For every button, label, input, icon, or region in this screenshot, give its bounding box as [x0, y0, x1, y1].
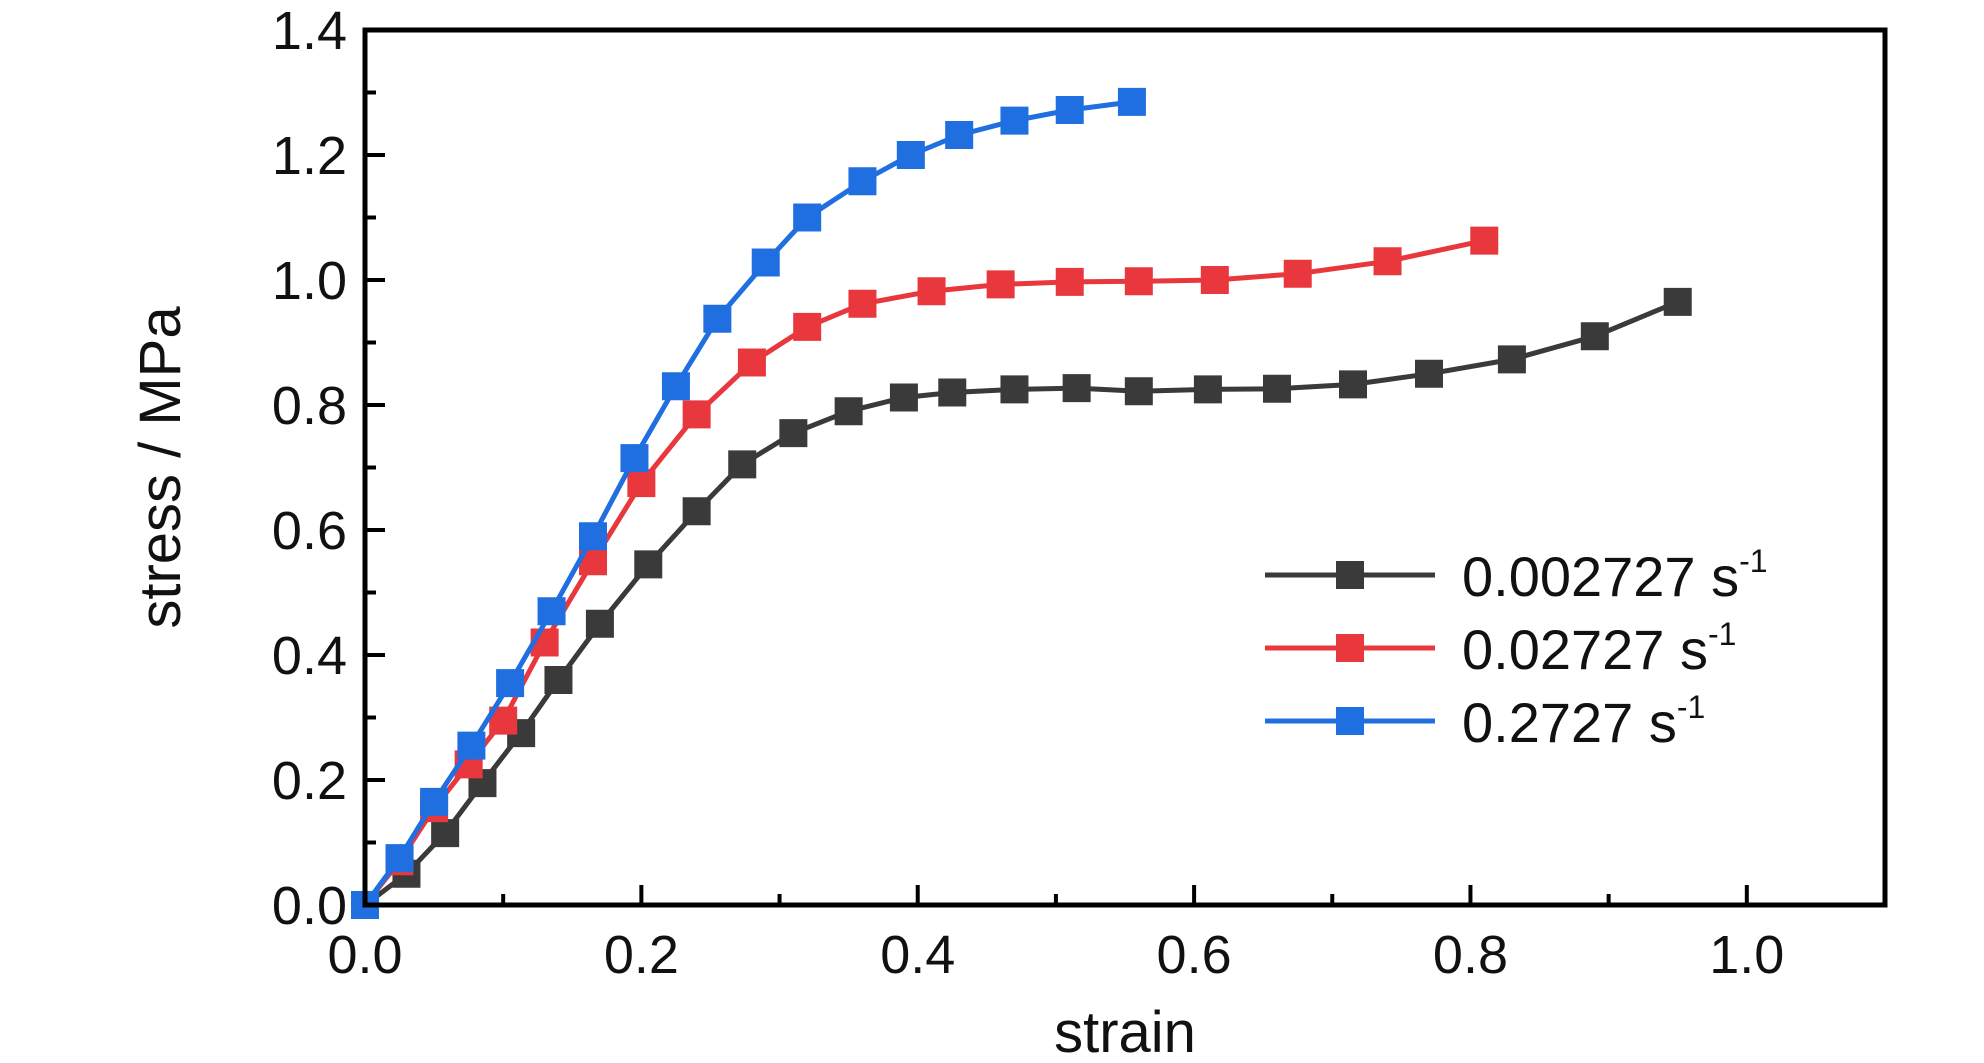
legend: 0.002727 s-10.02727 s-10.2727 s-1 — [1265, 543, 1768, 754]
data-point-marker — [834, 397, 863, 426]
y-tick-label: 1.2 — [272, 126, 347, 186]
data-point-marker — [1124, 377, 1153, 406]
data-point-marker — [1373, 247, 1402, 276]
data-point-marker — [544, 666, 573, 694]
data-point-marker — [385, 844, 414, 873]
x-tick-label: 0.6 — [1157, 925, 1232, 985]
data-point-marker — [627, 469, 656, 498]
data-point-marker — [889, 383, 918, 412]
legend-label: 0.002727 s-1 — [1462, 543, 1768, 608]
y-tick-label: 0.0 — [272, 876, 347, 936]
data-point-marker — [1470, 226, 1499, 255]
legend-label-text: 0.2727 s — [1462, 691, 1677, 754]
data-point-marker — [1055, 96, 1084, 124]
data-point-marker — [661, 372, 690, 401]
legend-label: 0.2727 s-1 — [1462, 689, 1705, 754]
data-point-marker — [1580, 322, 1609, 351]
series-3 — [351, 87, 1146, 919]
data-point-marker — [1062, 374, 1091, 403]
x-tick-label: 0.4 — [880, 925, 955, 985]
x-axis-ticks: 0.0 0.2 0.4 0.6 0.8 1.0 — [327, 885, 1887, 985]
y-axis-title: stress / MPa — [128, 306, 193, 629]
data-point-marker — [917, 277, 946, 306]
data-point-marker — [945, 121, 974, 149]
data-point-marker — [579, 522, 607, 551]
y-tick-label: 0.4 — [272, 626, 347, 686]
legend-label-superscript: -1 — [1708, 616, 1736, 652]
data-point-marker — [1000, 375, 1029, 404]
x-tick-label: 0.8 — [1433, 925, 1508, 985]
data-point-marker — [1200, 266, 1229, 294]
data-point-marker — [1000, 106, 1029, 135]
plot-frame — [362, 27, 1888, 908]
data-point-marker — [779, 419, 808, 448]
data-point-marker — [1283, 259, 1312, 288]
data-point-marker — [496, 669, 525, 698]
legend-label-text: 0.02727 s — [1462, 618, 1708, 681]
plot-series-layer — [351, 87, 1692, 919]
legend-label: 0.02727 s-1 — [1462, 616, 1736, 681]
legend-label-text: 0.002727 s — [1462, 545, 1739, 608]
y-tick-label: 0.6 — [272, 501, 347, 561]
legend-item: 0.002727 s-1 — [1265, 543, 1768, 608]
data-point-marker — [1117, 87, 1146, 116]
data-point-marker — [1263, 374, 1291, 403]
data-point-marker — [848, 289, 877, 318]
y-tick-label: 0.2 — [272, 751, 347, 811]
data-point-marker — [848, 167, 877, 196]
data-point-marker — [938, 378, 967, 407]
data-point-marker — [703, 304, 732, 333]
legend-marker — [1336, 634, 1364, 662]
data-point-marker — [1339, 370, 1367, 399]
data-point-marker — [737, 348, 766, 377]
data-point-marker — [682, 497, 711, 526]
data-point-marker — [728, 450, 757, 479]
data-point-marker — [896, 141, 925, 169]
legend-marker — [1336, 707, 1364, 735]
data-point-marker — [1663, 287, 1692, 316]
data-point-marker — [793, 312, 822, 341]
data-point-marker — [793, 203, 822, 232]
legend-marker — [1336, 561, 1364, 589]
y-tick-label: 0.8 — [272, 376, 347, 436]
data-point-marker — [751, 248, 780, 277]
legend-label-superscript: -1 — [1739, 543, 1767, 579]
data-point-marker — [1124, 267, 1153, 296]
data-point-marker — [682, 400, 711, 429]
data-point-marker — [620, 444, 649, 473]
data-point-marker — [1055, 267, 1084, 296]
y-tick-label: 1.4 — [272, 1, 347, 61]
y-axis-ticks: 0.0 0.2 0.4 0.6 0.8 1.0 1.2 1.4 — [272, 1, 385, 936]
data-point-marker — [457, 731, 486, 760]
legend-item: 0.02727 s-1 — [1265, 616, 1736, 681]
x-tick-label: 0.2 — [604, 925, 679, 985]
data-point-marker — [1497, 345, 1526, 374]
x-axis-title: strain — [1054, 1000, 1196, 1063]
x-tick-label: 0.0 — [327, 925, 402, 985]
data-point-marker — [1193, 375, 1222, 404]
x-tick-label: 1.0 — [1709, 925, 1784, 985]
data-point-marker — [1415, 359, 1443, 388]
data-point-marker — [986, 270, 1015, 299]
data-point-marker — [537, 597, 566, 626]
data-point-marker — [420, 787, 449, 816]
y-tick-label: 1.0 — [272, 251, 347, 311]
data-point-marker — [634, 550, 663, 579]
legend-item: 0.2727 s-1 — [1265, 689, 1705, 754]
data-point-marker — [585, 609, 614, 638]
data-point-marker — [431, 819, 460, 848]
legend-label-superscript: -1 — [1677, 689, 1705, 725]
